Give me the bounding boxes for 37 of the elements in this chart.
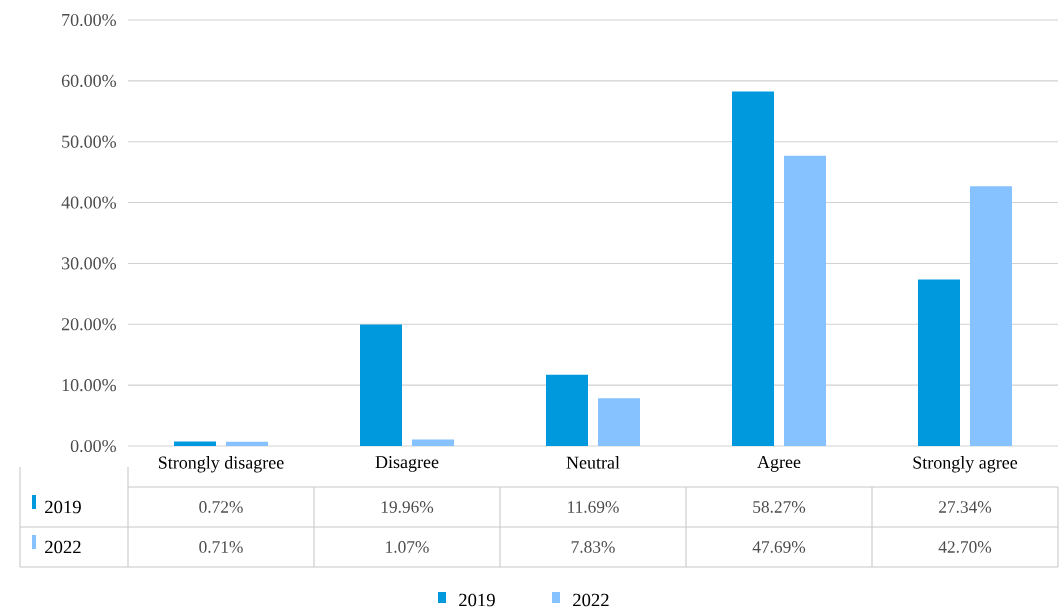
legend-label: 2019 <box>45 500 81 514</box>
bar <box>412 439 454 446</box>
y-tick-label: 40.00% <box>61 196 117 209</box>
y-tick-label: 30.00% <box>61 257 117 270</box>
data-label: 0.72% <box>199 501 243 513</box>
x-tick-label: Neutral <box>566 456 620 469</box>
bar <box>784 155 826 446</box>
x-tick-label: Disagree <box>375 456 439 472</box>
y-tick-label: 0.00% <box>70 439 117 453</box>
data-label: 1.07% <box>386 541 429 553</box>
data-label: 42.70% <box>938 541 992 553</box>
bar <box>546 374 588 446</box>
data-label: 58.27% <box>753 501 806 513</box>
data-label: 19.96% <box>381 501 434 513</box>
bar <box>970 186 1012 446</box>
data-label: 47.69% <box>752 541 806 553</box>
data-label: 0.71% <box>199 541 243 553</box>
legend-label: 2022 <box>573 593 609 607</box>
y-tick-label: 50.00% <box>62 135 117 148</box>
y-tick-label: 70.00% <box>62 13 117 27</box>
data-label: 27.34% <box>939 501 992 513</box>
bar <box>732 91 774 446</box>
text: 2019 <box>459 593 495 607</box>
text: 2022 <box>45 540 81 554</box>
data-label: 7.83% <box>571 541 615 553</box>
x-tick-label: Strongly disagree <box>158 456 284 473</box>
bar <box>598 398 640 446</box>
bar <box>226 441 268 446</box>
bar <box>174 441 216 446</box>
y-tick-label: 10.00% <box>62 379 117 392</box>
x-tick-label: Agree <box>757 456 801 472</box>
bar <box>918 279 960 446</box>
data-label: 11.69% <box>568 501 619 513</box>
x-tick-label: Strongly agree <box>913 456 1018 473</box>
y-tick-label: 60.00% <box>61 74 117 87</box>
y-tick-label: 20.00% <box>61 318 117 331</box>
bar <box>360 324 402 446</box>
